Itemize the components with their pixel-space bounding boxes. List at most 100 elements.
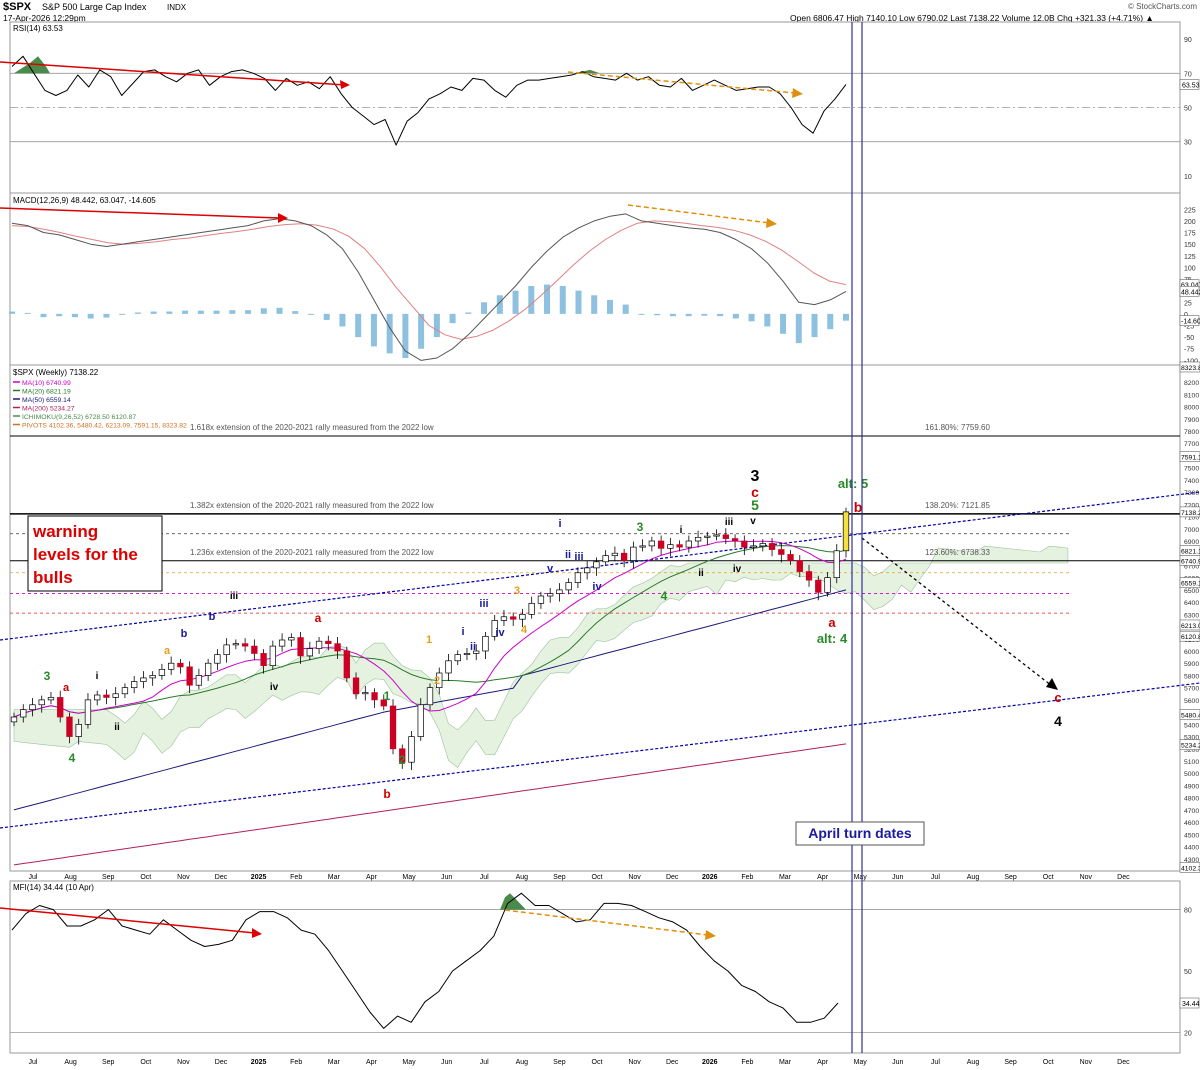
histogram-bar	[685, 313, 692, 317]
candle-body	[768, 543, 776, 550]
x-axis-labels: Jul Aug Sep Oct Nov Dec 2025 Feb Mar Apr May Jun Jul…	[29, 874, 1131, 1066]
x-tick-label: Jul	[480, 1059, 489, 1066]
histogram-bar	[166, 311, 173, 314]
candle-body	[334, 643, 341, 652]
candle-body	[584, 567, 591, 574]
x-tick-label: Sep	[553, 874, 566, 881]
chart-header: $SPX S&P 500 Large Cap Index INDX 17-Apr…	[3, 1, 1197, 23]
candle-body	[251, 645, 258, 654]
histogram-bar	[701, 313, 708, 316]
candle-body	[713, 534, 720, 537]
rsi-line	[11, 55, 847, 146]
y-tick-label: 4400	[1184, 845, 1199, 852]
legend-entry: ICHIMOKU(9,26,52) 6728.50 6120.87	[22, 414, 136, 421]
candle-body	[131, 681, 138, 689]
wave-label: v	[750, 516, 756, 527]
x-tick-label: Jun	[892, 874, 903, 881]
candle-body	[260, 653, 267, 667]
histogram-bar	[355, 313, 362, 338]
wave-label: 1	[384, 689, 391, 703]
y-tick-label: 90	[1184, 37, 1192, 44]
y-tick-label: -50	[1184, 335, 1194, 342]
macd-panel: -100-75-50-25025507510012515017520022563…	[0, 204, 1200, 365]
last-value-label: -14.605	[1181, 319, 1200, 326]
x-tick-label: Nov	[177, 1059, 190, 1066]
wave-label: ii	[470, 641, 476, 653]
x-tick-label: May	[854, 874, 868, 881]
legend-entry: MA(10) 6740.99	[22, 380, 71, 387]
candle-body	[223, 644, 230, 656]
x-tick-label: Dec	[666, 1059, 679, 1066]
wave-label: v	[547, 563, 554, 575]
histogram-bar	[56, 313, 63, 317]
histogram-bar	[307, 313, 314, 315]
histogram-bar	[71, 313, 78, 318]
wave-label: a	[63, 682, 70, 694]
candle-body	[815, 579, 822, 593]
candle-body	[38, 699, 45, 706]
y-tick-label: 4500	[1184, 832, 1199, 839]
histogram-bar	[229, 310, 236, 314]
y-tick-label: 100	[1184, 265, 1196, 272]
x-tick-label: Aug	[967, 1059, 980, 1066]
histogram-bar	[402, 313, 409, 359]
x-tick-label: Aug	[64, 874, 77, 881]
wave-label: iv	[733, 564, 742, 575]
x-tick-label: Sep	[553, 1059, 566, 1066]
x-tick-label: Dec	[1117, 874, 1130, 881]
y-tick-label: 5900	[1184, 661, 1199, 668]
price-right-label: 7138.22	[1181, 510, 1200, 517]
candle-body	[722, 534, 729, 539]
y-tick-label: 20	[1184, 1031, 1192, 1038]
price-right-box	[1179, 709, 1200, 720]
price-right-label: 7591.15	[1181, 455, 1200, 462]
x-tick-label: Jul	[931, 874, 940, 881]
wave-label: b	[383, 787, 390, 801]
histogram-bar	[512, 290, 519, 314]
price-right-label: 6213.09	[1181, 623, 1200, 630]
histogram-bar	[622, 304, 629, 314]
candle-body	[315, 640, 323, 649]
wave-label: ii	[565, 549, 571, 561]
y-tick-label: 4300	[1184, 857, 1199, 864]
wave-label: iii	[574, 551, 583, 563]
candle-body	[371, 692, 378, 701]
x-tick-label: May	[402, 1059, 416, 1066]
x-tick-label: Oct	[1043, 874, 1054, 881]
candle-body	[620, 552, 628, 561]
histogram-bar	[606, 299, 613, 314]
y-tick-label: 8100	[1184, 392, 1199, 399]
candle-body	[500, 616, 508, 621]
price-panel-frame	[9, 364, 1181, 872]
histogram-bar	[449, 313, 456, 324]
arrow-head	[278, 213, 288, 223]
y-tick-label: 7700	[1184, 441, 1199, 448]
candle-body	[66, 716, 73, 737]
x-tick-label: 2025	[251, 874, 267, 881]
y-tick-label: 5600	[1184, 698, 1199, 705]
histogram-bar	[386, 313, 393, 354]
x-tick-label: 2025	[251, 1059, 267, 1066]
x-tick-label: Mar	[328, 1059, 341, 1066]
candle-body	[306, 648, 313, 657]
divergence-arrow	[0, 61, 346, 86]
candle-body	[343, 650, 350, 679]
candle-body	[75, 723, 82, 737]
extension-level-label: 1.618x extension of the 2020-2021 rally …	[190, 423, 434, 432]
wave-label: alt: 4	[817, 631, 848, 646]
candle-body	[168, 662, 175, 670]
x-tick-label: Sep	[1004, 874, 1017, 881]
candle-body	[694, 536, 702, 542]
wave-label: ii	[698, 568, 704, 579]
histogram-bar	[276, 307, 283, 314]
x-tick-label: Apr	[817, 1059, 829, 1066]
candle-body	[288, 637, 295, 641]
last-value-box	[1179, 286, 1200, 297]
price-right-label: 6740.99	[1181, 558, 1200, 565]
wave-label: iii	[479, 598, 488, 610]
price-right-box	[1179, 739, 1200, 750]
turn-dates-box	[795, 821, 925, 846]
turn-dates-label: April turn dates	[808, 825, 912, 841]
candle-body	[519, 613, 526, 620]
